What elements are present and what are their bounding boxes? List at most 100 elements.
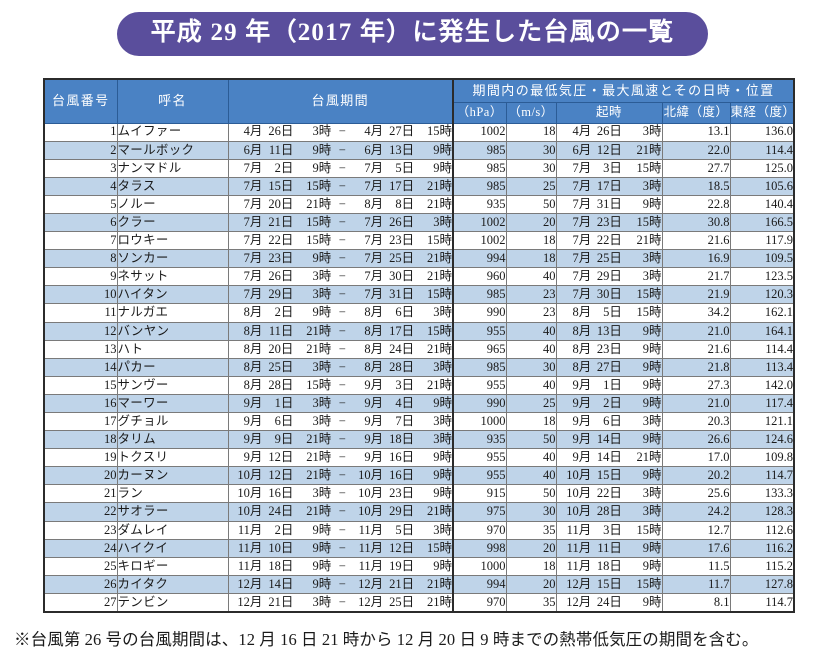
cell-typhoon-number: 21 (43, 484, 118, 504)
period-end-hour: 21時 (426, 178, 452, 193)
onset-day: 11日 (597, 540, 622, 555)
cell-typhoon-period: 8月 11日 21時 − 8月 17日 15時 (227, 321, 454, 341)
cell-onset-datetime: 9月 6日 3時 (555, 411, 663, 432)
period-start-hour: 15時 (306, 233, 332, 248)
onset-hour: 9時 (642, 468, 662, 483)
cell-typhoon-name: テンビン (116, 592, 229, 613)
cell-min-pressure: 985 (452, 285, 507, 305)
cell-max-wind: 18 (505, 249, 557, 269)
cell-onset-datetime: 8月 27日 9時 (555, 357, 663, 377)
cell-max-wind: 40 (505, 267, 557, 287)
period-end-hour: 21時 (426, 504, 452, 519)
period-end-month: 9月 (364, 450, 384, 465)
cell-longitude: 164.1 (729, 321, 795, 341)
cell-typhoon-period: 7月 26日 3時 − 7月 30日 21時 (227, 267, 454, 287)
table-row: 18 タリム 9月 9日 21時 − 9月 18日 3時 935 50 9月 14日 9時 26.6 124.… (43, 430, 795, 450)
period-end-month: 4月 (364, 124, 384, 139)
cell-latitude: 24.2 (661, 502, 731, 522)
period-dash: − (338, 233, 346, 248)
period-start-month: 8月 (243, 305, 263, 320)
cell-min-pressure: 985 (452, 140, 507, 160)
period-end-hour: 15時 (426, 233, 452, 248)
table-row: 25 キロギー 11月 18日 9時 −11月 19日 9時 1000 18 11月 18日 9時 11.… (43, 556, 795, 576)
period-start-day: 26日 (268, 269, 294, 284)
period-dash: − (338, 413, 346, 428)
cell-typhoon-name: ロウキー (116, 231, 229, 251)
onset-day: 18日 (596, 558, 622, 573)
table-header: 台風番号 呼名 台風期間 期間内の最低気圧・最大風速とその日時・位置 （hPa）… (43, 78, 795, 124)
cell-typhoon-number: 22 (43, 502, 118, 522)
table-header-row-1: 台風番号 呼名 台風期間 期間内の最低気圧・最大風速とその日時・位置 (43, 78, 795, 124)
period-start-month: 6月 (243, 142, 263, 157)
cell-typhoon-name: クラー (116, 212, 229, 233)
period-dash: − (338, 214, 346, 229)
cell-longitude: 136.0 (729, 122, 795, 142)
footnote: ※台風第 26 号の台風期間は、12 月 16 日 21 時から 12 月 20… (14, 630, 759, 649)
cell-typhoon-number: 12 (43, 321, 118, 341)
cell-longitude: 125.0 (729, 158, 795, 178)
period-end-day: 23日 (389, 233, 415, 248)
period-start-month: 7月 (243, 251, 263, 266)
cell-longitude: 114.7 (729, 592, 795, 613)
period-dash: − (338, 377, 346, 392)
period-start-month: 7月 (243, 196, 263, 211)
cell-typhoon-period: 8月 2日 9時 − 8月 6日 3時 (227, 303, 454, 323)
period-start-hour: 9時 (312, 522, 332, 537)
table-row: 23 ダムレイ 11月 2日 9時 −11月 5日 3時 970 35 11月 3日 15時 12.7 11… (43, 520, 795, 540)
cell-typhoon-name: タラス (116, 176, 229, 196)
onset-month: 8月 (572, 359, 592, 374)
period-start-month: 7月 (243, 287, 263, 302)
period-end-day: 18日 (389, 432, 415, 447)
cell-typhoon-number: 26 (43, 574, 118, 594)
period-dash: − (338, 160, 346, 175)
onset-day: 27日 (596, 359, 622, 374)
period-end-month: 7月 (364, 269, 384, 284)
period-end-hour: 3時 (433, 305, 452, 320)
cell-max-wind: 40 (505, 448, 557, 468)
onset-month: 7月 (572, 269, 592, 284)
period-start-month: 9月 (243, 395, 263, 410)
period-dash: − (338, 486, 346, 501)
onset-day: 23日 (596, 341, 622, 356)
cell-onset-datetime: 8月 23日 9時 (555, 339, 663, 359)
cell-typhoon-period: 7月 2日 9時 −7月 5日 9時 (227, 158, 454, 178)
cell-latitude: 21.8 (661, 357, 731, 377)
onset-day: 23日 (596, 214, 622, 229)
cell-typhoon-name: マーワー (116, 393, 229, 414)
cell-latitude: 17.6 (661, 538, 731, 558)
onset-month: 8月 (572, 305, 592, 320)
cell-latitude: 18.5 (661, 176, 731, 196)
cell-typhoon-period: 6月 11日 9時 −6月 13日 9時 (227, 140, 454, 160)
cell-typhoon-number: 24 (43, 538, 118, 558)
onset-hour: 15時 (636, 522, 662, 537)
cell-min-pressure: 1000 (452, 411, 507, 432)
cell-typhoon-number: 4 (43, 176, 118, 196)
onset-month: 9月 (572, 450, 592, 465)
cell-onset-datetime: 12月 24日 9時 (555, 592, 663, 613)
cell-min-pressure: 1000 (452, 556, 507, 576)
period-start-month: 8月 (243, 323, 263, 338)
cell-max-wind: 30 (505, 140, 557, 160)
period-end-day: 12日 (389, 540, 415, 555)
onset-hour: 3時 (642, 269, 662, 284)
cell-typhoon-name: パカー (116, 357, 229, 377)
cell-typhoon-name: ムイファー (116, 122, 229, 142)
period-start-hour: 15時 (306, 214, 332, 229)
cell-typhoon-name: ソンカー (116, 249, 229, 269)
cell-min-pressure: 994 (452, 249, 507, 269)
cell-latitude: 27.3 (661, 375, 731, 395)
period-dash: − (338, 287, 346, 302)
onset-day: 5日 (603, 305, 622, 320)
onset-day: 30日 (596, 287, 622, 302)
onset-hour: 15時 (636, 160, 662, 175)
cell-latitude: 22.0 (661, 140, 731, 160)
cell-onset-datetime: 10月 22日 3時 (555, 484, 663, 504)
period-end-day: 16日 (389, 468, 415, 483)
period-dash: − (338, 142, 346, 157)
onset-day: 6日 (603, 413, 622, 428)
table-row: 5 ノルー 7月 20日 21時 −8月 8日 21時 935 50 7月 31日 9時 22.8 140.… (43, 194, 795, 214)
onset-hour: 3時 (642, 124, 662, 139)
period-start-hour: 9時 (312, 160, 332, 175)
cell-max-wind: 40 (505, 339, 557, 359)
period-start-hour: 21時 (306, 504, 332, 519)
